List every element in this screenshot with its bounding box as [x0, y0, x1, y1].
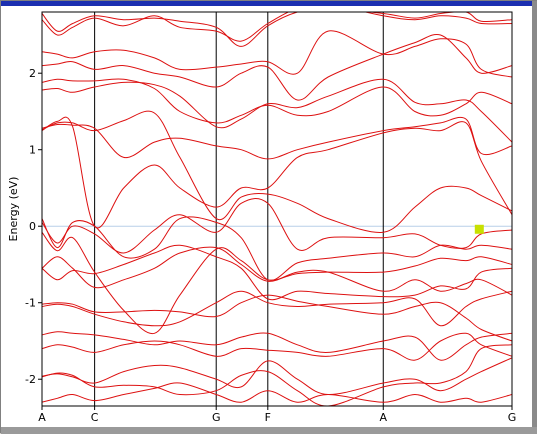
- y-axis-title: Energy (eV): [7, 177, 20, 242]
- band-line: [42, 116, 512, 160]
- band-line: [42, 344, 512, 406]
- y-axis-ticks: 2 1 0 -1 -2: [25, 67, 42, 386]
- band-line: [42, 78, 512, 143]
- band-line: [42, 332, 512, 361]
- y-tick-label: -1: [25, 297, 36, 310]
- selection-marker[interactable]: [474, 224, 484, 234]
- y-tick-label: 0: [29, 220, 36, 233]
- window-title-bar: [1, 1, 537, 6]
- vertical-scrollbar[interactable]: [532, 1, 537, 434]
- band-line: [42, 216, 512, 281]
- marker-layer: [474, 224, 484, 234]
- band-line: [42, 357, 512, 396]
- x-tick-label: F: [265, 411, 271, 424]
- band-line: [42, 244, 512, 301]
- band-line: [42, 12, 512, 47]
- band-line: [42, 198, 512, 254]
- y-tick-label: 2: [29, 67, 36, 80]
- band-line: [42, 30, 512, 78]
- x-tick-label: G: [508, 411, 517, 424]
- band-line: [42, 290, 512, 327]
- band-line: [42, 110, 512, 233]
- horizontal-scrollbar[interactable]: [1, 427, 537, 434]
- band-line: [42, 382, 512, 403]
- x-tick-label: G: [212, 411, 221, 424]
- x-tick-label: C: [91, 411, 99, 424]
- x-tick-label: A: [379, 411, 387, 424]
- plot-area: [42, 12, 512, 406]
- band-line: [42, 116, 512, 229]
- band-line: [42, 294, 512, 342]
- y-tick-label: 1: [29, 144, 36, 157]
- plot-frame: [41, 11, 513, 407]
- band-line: [42, 12, 512, 42]
- bands-layer: [42, 12, 512, 406]
- band-line: [42, 231, 512, 334]
- y-tick-label: -2: [25, 373, 36, 386]
- band-line: [42, 246, 512, 296]
- band-line: [42, 33, 512, 101]
- band-line: [42, 331, 512, 361]
- x-tick-label: A: [38, 411, 46, 424]
- band-line: [42, 78, 512, 124]
